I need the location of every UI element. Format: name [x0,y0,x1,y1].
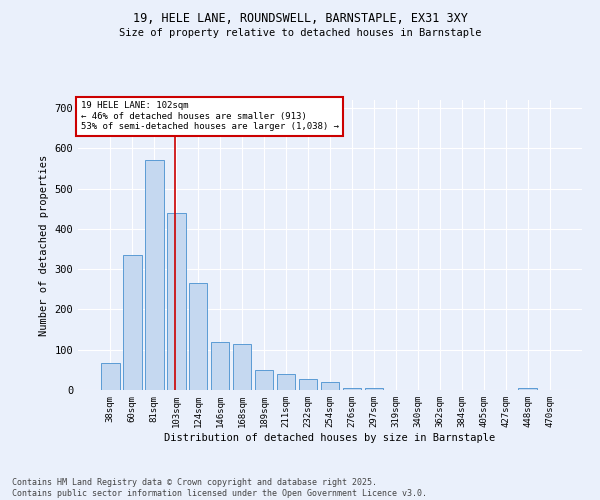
Bar [299,378,317,390]
Y-axis label: Number of detached properties: Number of detached properties [39,154,49,336]
Bar [145,160,164,390]
Bar [365,388,383,390]
Text: 19, HELE LANE, ROUNDSWELL, BARNSTAPLE, EX31 3XY: 19, HELE LANE, ROUNDSWELL, BARNSTAPLE, E… [133,12,467,26]
Bar [211,342,229,390]
Bar [518,388,537,390]
Text: Contains HM Land Registry data © Crown copyright and database right 2025.
Contai: Contains HM Land Registry data © Crown c… [12,478,427,498]
Bar [167,213,185,390]
Bar [320,382,340,390]
Text: Size of property relative to detached houses in Barnstaple: Size of property relative to detached ho… [119,28,481,38]
Bar [123,255,142,390]
Bar [277,374,295,390]
X-axis label: Distribution of detached houses by size in Barnstaple: Distribution of detached houses by size … [164,432,496,442]
Bar [101,362,119,390]
Text: 19 HELE LANE: 102sqm
← 46% of detached houses are smaller (913)
53% of semi-deta: 19 HELE LANE: 102sqm ← 46% of detached h… [80,102,338,132]
Bar [189,284,208,390]
Bar [255,370,274,390]
Bar [233,344,251,390]
Bar [343,388,361,390]
